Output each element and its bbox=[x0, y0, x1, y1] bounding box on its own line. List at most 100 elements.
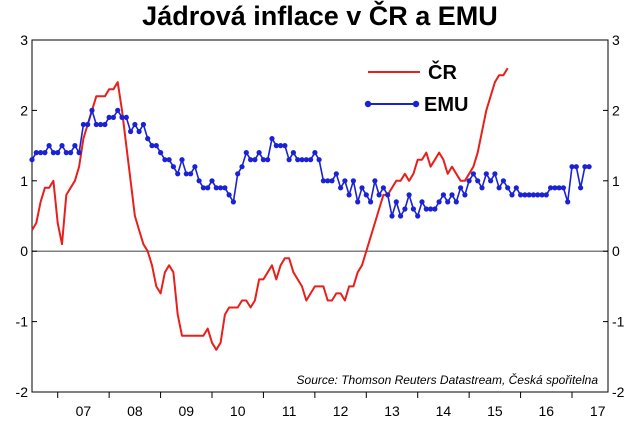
data-point-emu bbox=[466, 178, 472, 184]
data-point-emu bbox=[496, 185, 502, 191]
y-tick-label-right: 3 bbox=[612, 32, 620, 48]
data-point-emu bbox=[183, 171, 189, 177]
data-point-emu bbox=[269, 136, 275, 142]
y-tick-label-left: -1 bbox=[16, 314, 29, 330]
data-point-emu bbox=[260, 157, 266, 163]
chart-axes: -2 -2-1 -10 01 12 23 307 08 09 10 11 12 13 14 15 16 17 bbox=[16, 32, 625, 419]
data-point-emu bbox=[196, 178, 202, 184]
data-point-emu bbox=[569, 164, 575, 170]
y-tick-label-left: 2 bbox=[20, 102, 28, 118]
data-point-emu bbox=[359, 185, 365, 191]
source-note: Source: Thomson Reuters Datastream, Česk… bbox=[297, 372, 599, 387]
y-tick-label-right: 0 bbox=[612, 243, 620, 259]
data-point-emu bbox=[368, 199, 374, 205]
data-point-emu bbox=[123, 114, 129, 120]
data-point-emu bbox=[320, 178, 326, 184]
data-point-emu bbox=[492, 171, 498, 177]
data-point-emu bbox=[93, 121, 99, 128]
data-point-emu bbox=[483, 171, 489, 177]
data-point-emu bbox=[89, 107, 95, 113]
data-point-emu bbox=[389, 213, 395, 219]
data-point-emu bbox=[175, 171, 181, 177]
data-point-emu bbox=[162, 157, 168, 163]
x-tick-label: 07 bbox=[76, 403, 92, 419]
x-tick-label: 14 bbox=[436, 403, 452, 419]
x-tick-label: 12 bbox=[333, 403, 349, 419]
data-point-emu bbox=[355, 199, 361, 205]
data-point-emu bbox=[278, 143, 284, 149]
x-tick-label: 11 bbox=[282, 403, 297, 419]
data-point-emu bbox=[342, 178, 348, 184]
data-point-emu bbox=[398, 213, 404, 219]
data-point-emu bbox=[518, 192, 524, 198]
data-point-emu bbox=[453, 199, 459, 205]
data-point-emu bbox=[509, 192, 515, 198]
data-point-emu bbox=[132, 121, 138, 128]
data-point-emu bbox=[235, 171, 241, 177]
data-point-emu bbox=[119, 114, 125, 120]
data-point-emu bbox=[80, 121, 86, 128]
data-point-emu bbox=[539, 192, 545, 198]
data-point-emu bbox=[458, 185, 464, 191]
y-tick-label-left: -2 bbox=[16, 384, 29, 400]
data-point-emu bbox=[316, 157, 322, 163]
data-point-emu bbox=[363, 192, 369, 198]
data-point-emu bbox=[239, 164, 245, 170]
data-point-emu bbox=[428, 206, 434, 212]
chart-series bbox=[29, 67, 592, 351]
data-point-emu bbox=[46, 143, 52, 149]
data-point-emu bbox=[102, 121, 108, 128]
data-point-emu bbox=[543, 192, 549, 198]
data-point-emu bbox=[29, 157, 35, 163]
data-point-emu bbox=[436, 199, 442, 205]
data-point-emu bbox=[222, 185, 228, 191]
y-tick-label-right: -2 bbox=[612, 384, 625, 400]
data-point-emu bbox=[470, 171, 476, 177]
data-point-emu bbox=[565, 199, 571, 205]
data-point-emu bbox=[209, 178, 215, 184]
data-point-emu bbox=[419, 199, 425, 205]
x-tick-label: 09 bbox=[178, 403, 194, 419]
data-point-emu bbox=[243, 150, 249, 156]
data-point-emu bbox=[256, 150, 262, 156]
data-point-emu bbox=[393, 199, 399, 205]
legend-cr-label: ČR bbox=[428, 60, 457, 84]
data-point-emu bbox=[488, 178, 494, 184]
data-point-emu bbox=[303, 157, 309, 163]
data-point-emu bbox=[55, 150, 61, 156]
data-point-emu bbox=[179, 157, 185, 163]
data-point-emu bbox=[415, 213, 421, 219]
data-point-emu bbox=[166, 157, 172, 163]
data-point-emu bbox=[308, 157, 314, 163]
data-point-emu bbox=[63, 150, 69, 156]
data-point-emu bbox=[372, 178, 378, 184]
data-point-emu bbox=[128, 128, 134, 135]
data-point-emu bbox=[380, 185, 386, 191]
data-point-emu bbox=[586, 164, 592, 170]
data-point-emu bbox=[136, 128, 142, 135]
data-point-emu bbox=[248, 157, 254, 163]
series-line-cr bbox=[31, 67, 509, 351]
data-point-emu bbox=[98, 121, 104, 128]
y-tick-label-right: -1 bbox=[612, 314, 625, 330]
legend-emu-marker bbox=[412, 100, 420, 108]
data-point-emu bbox=[535, 192, 541, 198]
chart-title: Jádrová inflace v ČR a EMU bbox=[142, 1, 498, 31]
data-point-emu bbox=[475, 178, 481, 184]
data-point-emu bbox=[42, 150, 48, 156]
data-point-emu bbox=[149, 143, 155, 149]
data-point-emu bbox=[573, 164, 579, 170]
data-point-emu bbox=[578, 185, 584, 191]
data-point-emu bbox=[85, 121, 91, 128]
y-tick-label-left: 3 bbox=[20, 32, 28, 48]
y-tick-label-left: 1 bbox=[20, 173, 28, 189]
x-tick-label: 08 bbox=[127, 403, 143, 419]
data-point-emu bbox=[226, 192, 232, 198]
x-tick-label: 13 bbox=[384, 403, 400, 419]
data-point-emu bbox=[158, 150, 164, 156]
data-point-emu bbox=[213, 185, 219, 191]
data-point-emu bbox=[50, 150, 57, 156]
data-point-emu bbox=[59, 143, 65, 149]
data-point-emu bbox=[479, 185, 485, 191]
